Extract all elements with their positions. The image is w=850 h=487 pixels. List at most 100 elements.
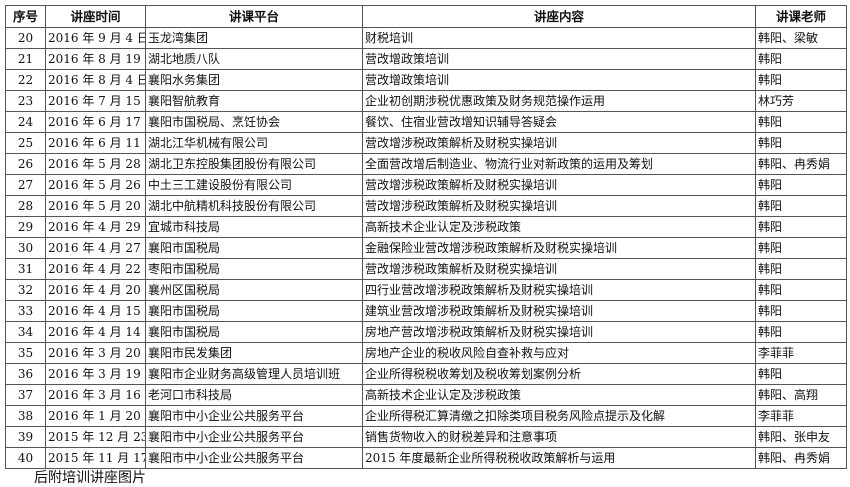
header-index: 序号 [5, 5, 46, 28]
header-content: 讲座内容 [362, 5, 756, 28]
cell-date: 2016 年 5 月 26 日 [45, 174, 146, 196]
cell-date: 2016 年 4 月 20 日 [45, 279, 146, 301]
cell-content: 高新技术企业认定及涉税政策 [362, 384, 756, 406]
cell-index: 21 [5, 48, 46, 70]
cell-teacher: 韩阳 [755, 237, 847, 259]
cell-teacher: 李菲菲 [755, 342, 847, 364]
cell-index: 25 [5, 132, 46, 154]
cell-index: 27 [5, 174, 46, 196]
cell-index: 34 [5, 321, 46, 343]
cell-index: 20 [5, 27, 46, 49]
cell-index: 36 [5, 363, 46, 385]
cell-teacher: 韩阳 [755, 111, 847, 133]
cell-content: 营改增涉税政策解析及财税实操培训 [362, 132, 756, 154]
cell-index: 26 [5, 153, 46, 175]
cell-teacher: 韩阳 [755, 69, 847, 91]
cell-date: 2016 年 5 月 20 日 [45, 195, 146, 217]
cell-content: 营改增政策培训 [362, 48, 756, 70]
cell-content: 建筑业营改增涉税政策解析及财税实操培训 [362, 300, 756, 322]
cell-platform: 襄阳市国税局 [145, 237, 363, 259]
cell-content: 房地产营改增涉税政策解析及财税实操培训 [362, 321, 756, 343]
cell-date: 2016 年 4 月 27 日 [45, 237, 146, 259]
cell-teacher: 林巧芳 [755, 90, 847, 112]
cell-date: 2016 年 6 月 17 日 [45, 111, 146, 133]
cell-index: 23 [5, 90, 46, 112]
cell-date: 2016 年 7 月 15 日 [45, 90, 146, 112]
cell-date: 2016 年 3 月 16 日 [45, 384, 146, 406]
cell-content: 营改增涉税政策解析及财税实操培训 [362, 258, 756, 280]
cell-index: 28 [5, 195, 46, 217]
cell-content: 高新技术企业认定及涉税政策 [362, 216, 756, 238]
cell-platform: 襄州区国税局 [145, 279, 363, 301]
cell-date: 2016 年 4 月 22 日 [45, 258, 146, 280]
cell-platform: 襄阳市企业财务高级管理人员培训班 [145, 363, 363, 385]
cell-platform: 襄阳市中小企业公共服务平台 [145, 405, 363, 427]
cell-teacher: 韩阳、冉秀娟 [755, 153, 847, 175]
header-platform: 讲课平台 [145, 5, 363, 28]
cell-date: 2016 年 8 月 19 日 [45, 48, 146, 70]
cell-content: 财税培训 [362, 27, 756, 49]
cell-date: 2015 年 12 月 23 日 [45, 426, 146, 448]
cell-platform: 湖北中航精机科技股份有限公司 [145, 195, 363, 217]
cell-index: 37 [5, 384, 46, 406]
cell-date: 2015 年 11 月 17 日 [45, 447, 146, 469]
footer-note: 后附培训讲座图片 [34, 470, 146, 486]
cell-index: 33 [5, 300, 46, 322]
cell-content: 企业所得税汇算清缴之扣除类项目税务风险点提示及化解 [362, 405, 756, 427]
cell-index: 39 [5, 426, 46, 448]
cell-date: 2016 年 3 月 19 日 [45, 363, 146, 385]
table-header-row: 序号 讲座时间 讲课平台 讲座内容 讲课老师 [5, 5, 847, 28]
cell-platform: 襄阳市中小企业公共服务平台 [145, 447, 363, 469]
cell-content: 营改增政策培训 [362, 69, 756, 91]
cell-content: 餐饮、住宿业营改增知识辅导答疑会 [362, 111, 756, 133]
cell-teacher: 李菲菲 [755, 405, 847, 427]
cell-platform: 湖北地质八队 [145, 48, 363, 70]
cell-content: 企业所得税税收筹划及税收筹划案例分析 [362, 363, 756, 385]
cell-platform: 枣阳市国税局 [145, 258, 363, 280]
table-row: 20 2016 年 9 月 4 日玉龙湾集团 财税培训 韩阳、梁敏 [5, 27, 847, 49]
cell-content: 四行业营改增涉税政策解析及财税实操培训 [362, 279, 756, 301]
cell-teacher: 韩阳 [755, 321, 847, 343]
table-row: 22 2016 年 8 月 4 日襄阳水务集团 营改增政策培训 韩阳 [5, 69, 847, 91]
cell-platform: 中土三工建设股份有限公司 [145, 174, 363, 196]
cell-date: 2016 年 4 月 29 日 [45, 216, 146, 238]
cell-platform: 老河口市科技局 [145, 384, 363, 406]
cell-platform: 襄阳智航教育 [145, 90, 363, 112]
cell-date: 2016 年 4 月 15 日 [45, 300, 146, 322]
cell-index: 24 [5, 111, 46, 133]
cell-date: 2016 年 3 月 20 日 [45, 342, 146, 364]
cell-platform: 襄阳市民发集团 [145, 342, 363, 364]
cell-platform: 湖北江华机械有限公司 [145, 132, 363, 154]
cell-date: 2016 年 1 月 20 日 [45, 405, 146, 427]
cell-content: 全面营改增后制造业、物流行业对新政策的运用及筹划 [362, 153, 756, 175]
cell-platform: 襄阳市国税局、烹饪协会 [145, 111, 363, 133]
cell-index: 22 [5, 69, 46, 91]
cell-teacher: 韩阳 [755, 48, 847, 70]
cell-content: 营改增涉税政策解析及财税实操培训 [362, 174, 756, 196]
cell-platform: 襄阳水务集团 [145, 69, 363, 91]
cell-index: 31 [5, 258, 46, 280]
cell-date: 2016 年 8 月 4 日 [45, 69, 146, 91]
header-teacher: 讲课老师 [755, 5, 847, 28]
cell-content: 营改增涉税政策解析及财税实操培训 [362, 195, 756, 217]
cell-platform: 宜城市科技局 [145, 216, 363, 238]
cell-date: 2016 年 9 月 4 日 [45, 27, 146, 49]
cell-teacher: 韩阳、张申友 [755, 426, 847, 448]
cell-content: 2015 年度最新企业所得税税收政策解析与运用 [362, 447, 756, 469]
table-body: 20 2016 年 9 月 4 日玉龙湾集团 财税培训 韩阳、梁敏 21 2016 年 8… [5, 27, 847, 469]
cell-date: 2016 年 5 月 28 日 [45, 153, 146, 175]
